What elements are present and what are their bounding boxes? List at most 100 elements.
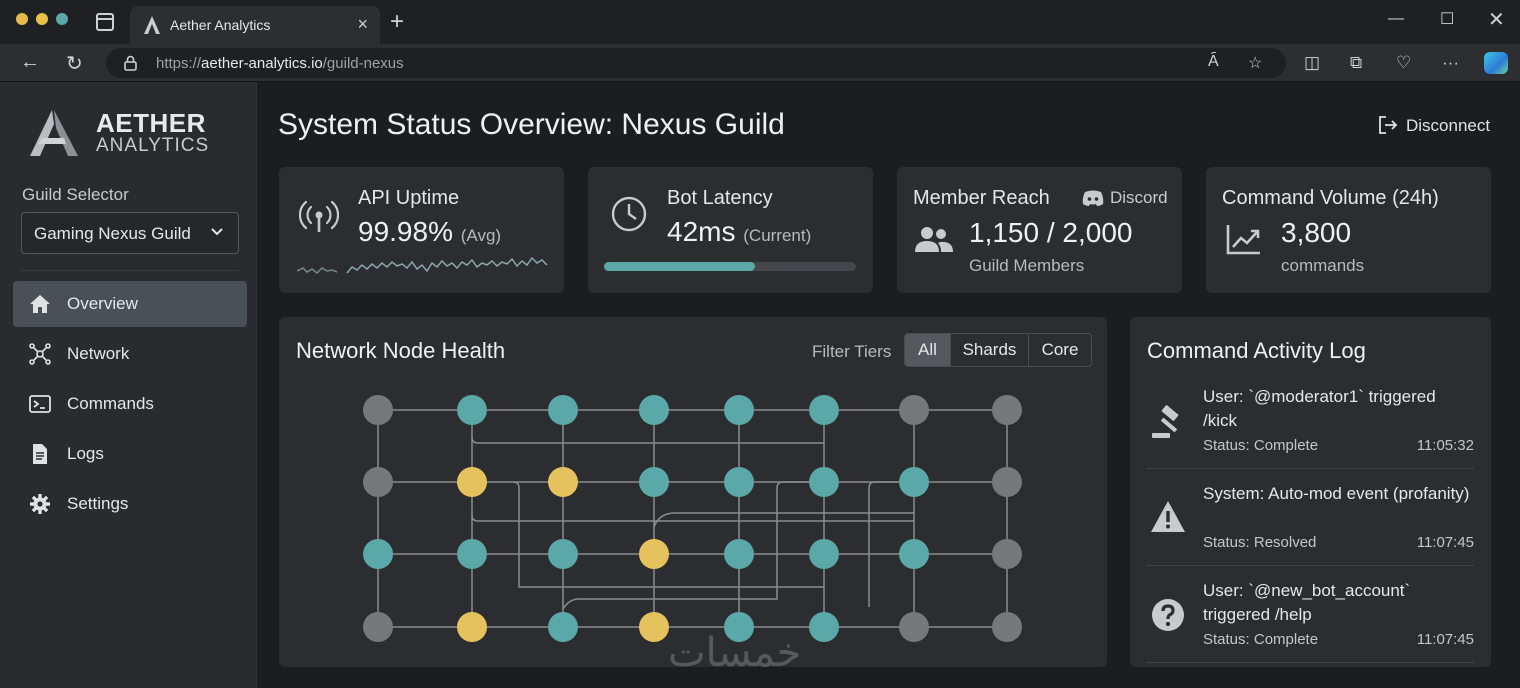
network-link [471, 436, 824, 444]
discord-icon [1082, 190, 1104, 206]
network-node-healthy[interactable] [639, 467, 669, 497]
log-entry[interactable]: User: `@moderator1` triggered /kick Stat… [1146, 385, 1474, 461]
network-node-warning[interactable] [457, 467, 487, 497]
sidebar-item-logs[interactable]: Logs [13, 431, 247, 477]
log-entry-text: User: `@moderator1` triggered /kick [1203, 387, 1436, 430]
window-close-dot[interactable] [16, 13, 28, 25]
window-maximize-dot[interactable] [56, 13, 68, 25]
extensions-icon[interactable]: ♡ [1396, 53, 1412, 72]
network-link [562, 481, 824, 610]
member-reach-card: Member Reach Discord 1,150 / 2,000 Guild… [897, 167, 1182, 293]
sidebar-item-overview[interactable]: Overview [13, 281, 247, 327]
sidebar-item-settings[interactable]: Settings [13, 481, 247, 527]
latency-unit: (Current) [743, 226, 812, 245]
network-node-healthy[interactable] [724, 612, 754, 642]
more-menu-icon[interactable]: ··· [1442, 53, 1459, 72]
network-link [471, 514, 914, 522]
uptime-title: API Uptime [358, 187, 460, 209]
network-node-warning[interactable] [639, 612, 669, 642]
volume-title: Command Volume (24h) [1222, 187, 1439, 209]
network-node-healthy[interactable] [457, 395, 487, 425]
sidebar-item-commands[interactable]: Commands [13, 381, 247, 427]
browser-tab[interactable]: Aether Analytics × [130, 6, 380, 44]
log-entry[interactable]: User: `@new_bot_account` triggered /help… [1146, 579, 1474, 655]
filter-shards-button[interactable]: Shards [951, 334, 1029, 366]
filter-core-button[interactable]: Core [1041, 340, 1079, 359]
log-divider [1146, 565, 1474, 566]
window-minimize-dot[interactable] [36, 13, 48, 25]
collections-icon[interactable]: ⧉ [1350, 53, 1363, 72]
guild-selector-dropdown[interactable]: Gaming Nexus Guild [21, 212, 239, 254]
network-node-offline[interactable] [899, 612, 929, 642]
split-screen-icon[interactable]: ◫ [1304, 53, 1321, 72]
network-node-healthy[interactable] [548, 395, 578, 425]
network-graph [363, 395, 1022, 642]
network-node-warning[interactable] [457, 612, 487, 642]
network-node-warning[interactable] [548, 467, 578, 497]
network-link [868, 481, 914, 607]
log-entry-time: 11:05:32 [1416, 437, 1474, 454]
read-aloud-icon[interactable]: A᷇ [1208, 53, 1219, 70]
chart-trend-icon [1226, 225, 1260, 255]
network-node-warning[interactable] [639, 539, 669, 569]
network-node-healthy[interactable] [809, 395, 839, 425]
network-node-healthy[interactable] [809, 612, 839, 642]
network-node-offline[interactable] [992, 539, 1022, 569]
tab-title: Aether Analytics [170, 17, 271, 33]
latency-value-row: 42ms (Current) [667, 216, 811, 248]
volume-value: 3,800 [1281, 217, 1352, 248]
copilot-icon[interactable] [1484, 52, 1508, 74]
gavel-icon [1152, 405, 1179, 438]
lock-icon [124, 55, 137, 71]
network-node-healthy[interactable] [724, 539, 754, 569]
log-entry-text: System: Auto-mod event (profanity) [1203, 484, 1470, 503]
filter-all-button[interactable]: All [905, 334, 951, 366]
maximize-icon[interactable]: ☐ [1440, 11, 1455, 28]
network-node-offline[interactable] [992, 467, 1022, 497]
aether-tab-logo-icon [144, 16, 160, 34]
network-node-offline[interactable] [992, 395, 1022, 425]
chevron-down-icon [211, 228, 223, 236]
network-node-healthy[interactable] [457, 539, 487, 569]
network-node-healthy[interactable] [724, 395, 754, 425]
network-node-healthy[interactable] [809, 467, 839, 497]
command-volume-card: Command Volume (24h) 3,800 commands [1206, 167, 1491, 293]
bot-latency-card: Bot Latency 42ms (Current) [588, 167, 873, 293]
network-node-healthy[interactable] [724, 467, 754, 497]
network-node-healthy[interactable] [548, 539, 578, 569]
log-entry[interactable]: System: Auto-mod event (profanity) Statu… [1146, 482, 1474, 558]
minimize-icon[interactable]: — [1388, 10, 1404, 27]
network-node-healthy[interactable] [899, 539, 929, 569]
network-link [653, 512, 914, 528]
refresh-icon[interactable]: ↻ [66, 53, 83, 75]
network-node-offline[interactable] [363, 395, 393, 425]
sidebar-item-network[interactable]: Network [13, 331, 247, 377]
network-node-healthy[interactable] [639, 395, 669, 425]
back-icon[interactable]: ← [20, 51, 40, 73]
log-divider [1146, 468, 1474, 469]
clock-icon [611, 196, 647, 232]
browser-titlebar: Aether Analytics × + — ☐ ✕ [0, 0, 1520, 44]
sidebar-item-label: Overview [67, 294, 138, 313]
close-window-icon[interactable]: ✕ [1488, 9, 1505, 31]
new-tab-icon[interactable]: + [390, 8, 405, 35]
tab-close-icon[interactable]: × [357, 14, 368, 34]
network-node-healthy[interactable] [363, 539, 393, 569]
uptime-unit: (Avg) [460, 226, 502, 245]
latency-title: Bot Latency [667, 187, 773, 209]
network-node-offline[interactable] [363, 467, 393, 497]
network-node-healthy[interactable] [809, 539, 839, 569]
network-node-healthy[interactable] [899, 467, 929, 497]
filter-tiers-label: Filter Tiers [812, 342, 892, 361]
network-node-offline[interactable] [363, 612, 393, 642]
tab-actions-icon[interactable] [96, 13, 114, 31]
network-node-offline[interactable] [899, 395, 929, 425]
document-icon [33, 444, 47, 464]
reach-title: Member Reach [913, 187, 1050, 209]
log-panel-title: Command Activity Log [1147, 338, 1366, 363]
network-node-offline[interactable] [992, 612, 1022, 642]
favorite-star-icon[interactable]: ☆ [1248, 55, 1263, 72]
filter-tier-segmented-control: All Shards Core [904, 333, 1092, 367]
url-bar[interactable]: https://aether-analytics.io/guild-nexus … [106, 48, 1286, 78]
network-node-healthy[interactable] [548, 612, 578, 642]
